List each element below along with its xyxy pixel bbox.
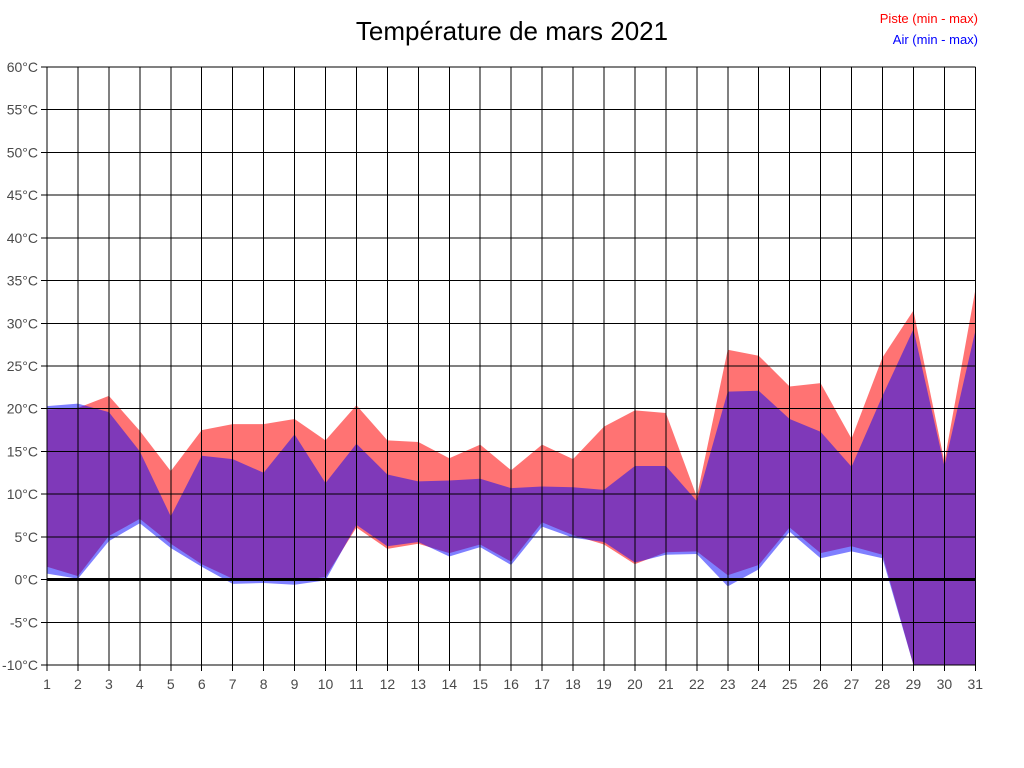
- x-tick-label: 25: [782, 676, 798, 692]
- y-tick-label: 15°C: [7, 443, 38, 459]
- y-tick-label: 50°C: [7, 144, 38, 160]
- y-tick-label: 55°C: [7, 102, 38, 118]
- x-tick-label: 29: [906, 676, 922, 692]
- x-tick-label: 14: [441, 676, 457, 692]
- x-tick-label: 11: [349, 676, 364, 692]
- y-tick-label: 35°C: [7, 273, 38, 289]
- x-tick-label: 15: [472, 676, 488, 692]
- x-tick-label: 23: [720, 676, 736, 692]
- y-tick-label: -10°C: [2, 657, 38, 673]
- x-tick-label: 27: [844, 676, 860, 692]
- y-tick-label: -5°C: [10, 614, 38, 630]
- x-tick-label: 16: [503, 676, 519, 692]
- x-tick-label: 28: [875, 676, 891, 692]
- y-tick-label: 60°C: [7, 59, 38, 75]
- y-tick-label: 30°C: [7, 315, 38, 331]
- x-tick-label: 24: [751, 676, 767, 692]
- legend-item-piste: Piste (min - max): [879, 11, 978, 26]
- x-tick-label: 4: [136, 676, 144, 692]
- y-tick-label: 20°C: [7, 401, 38, 417]
- x-tick-label: 1: [43, 676, 51, 692]
- chart-title: Température de mars 2021: [355, 16, 669, 46]
- legend-item-air: Air (min - max): [892, 32, 978, 47]
- x-tick-label: 26: [813, 676, 829, 692]
- x-tick-label: 12: [380, 676, 396, 692]
- x-tick-label: 8: [260, 676, 268, 692]
- x-tick-label: 31: [968, 676, 984, 692]
- x-tick-label: 20: [627, 676, 643, 692]
- x-tick-label: 10: [318, 676, 334, 692]
- x-tick-label: 18: [565, 676, 581, 692]
- x-tick-label: 21: [658, 676, 674, 692]
- y-tick-label: 5°C: [15, 529, 39, 545]
- y-tick-label: 0°C: [15, 572, 39, 588]
- x-tick-label: 6: [198, 676, 206, 692]
- y-tick-label: 40°C: [7, 230, 38, 246]
- x-tick-label: 5: [167, 676, 175, 692]
- x-tick-label: 3: [105, 676, 113, 692]
- x-tick-label: 9: [291, 676, 299, 692]
- x-tick-label: 17: [534, 676, 550, 692]
- x-tick-label: 19: [596, 676, 612, 692]
- x-tick-label: 13: [411, 676, 427, 692]
- x-tick-label: 30: [937, 676, 953, 692]
- x-tick-label: 22: [689, 676, 705, 692]
- y-tick-label: 45°C: [7, 187, 38, 203]
- y-tick-label: 10°C: [7, 486, 38, 502]
- legend: Piste (min - max) Air (min - max): [880, 8, 978, 50]
- y-tick-label: 25°C: [7, 358, 38, 374]
- x-tick-label: 7: [229, 676, 237, 692]
- x-tick-label: 2: [74, 676, 82, 692]
